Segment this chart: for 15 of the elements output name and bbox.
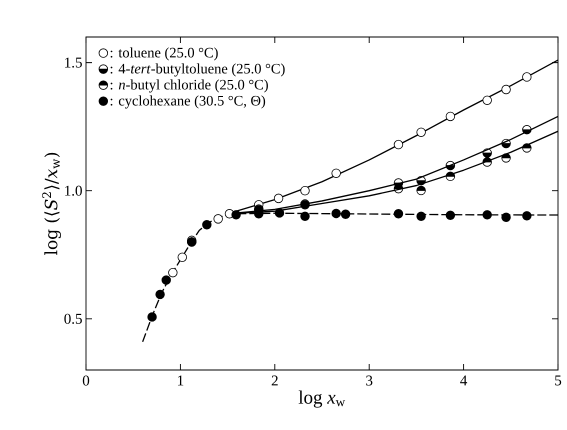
legend-label: : n-butyl chloride (25.0 °C) — [110, 79, 268, 93]
x-tick-label: 4 — [460, 376, 468, 386]
y-tick-label: 0.5 — [64, 314, 82, 324]
y-tick-label: 1.0 — [65, 186, 82, 196]
x-tick-label: 2 — [272, 376, 278, 386]
x-axis-title: log x$_{w}$ — [298, 390, 346, 408]
legend-label: : 4-tert-butyltoluene (25.0 °C) — [110, 63, 285, 77]
legend-label: : cyclohexane (30.5 °C, Θ) — [110, 95, 266, 109]
legend-label: : toluene (25.0 °C) — [110, 47, 218, 60]
y-axis-title: log (⟨S$^{2}$⟩/x$_{w}$) — [42, 152, 61, 255]
x-tick-label: 5 — [555, 376, 562, 386]
y-tick-label: 1.5 — [65, 58, 82, 68]
x-tick-label: 0 — [82, 376, 90, 386]
x-tick-label: 3 — [366, 376, 372, 386]
x-tick-label: 1 — [178, 376, 184, 386]
